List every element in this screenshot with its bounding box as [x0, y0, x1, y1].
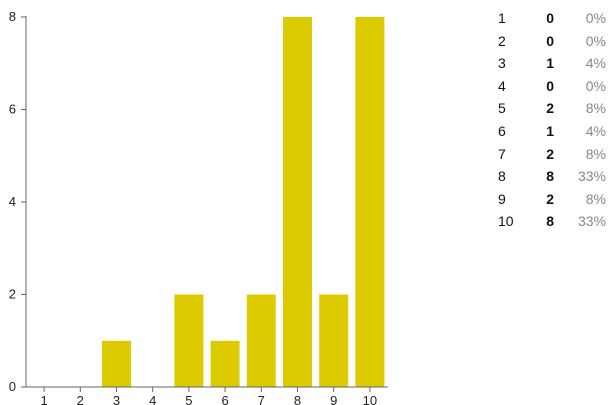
x-tick-label: 8 — [294, 393, 301, 405]
bar — [246, 294, 276, 387]
summary-score: 5 — [498, 100, 506, 117]
y-tick-label: 8 — [9, 9, 16, 24]
summary-count: 0 — [546, 32, 554, 49]
bar — [174, 294, 204, 387]
summary-percent: 8% — [585, 190, 606, 207]
summary-percent: 33% — [577, 213, 606, 230]
x-tick-label: 7 — [258, 393, 265, 405]
summary-percent: 33% — [577, 168, 606, 185]
summary-percent: 4% — [585, 55, 606, 72]
x-tick-label: 1 — [40, 393, 47, 405]
x-tick-label: 4 — [149, 393, 156, 405]
summary-percent: 0% — [585, 32, 606, 49]
summary-percent: 4% — [585, 122, 606, 139]
x-tick-label: 3 — [113, 393, 120, 405]
summary-percent: 0% — [585, 10, 606, 26]
summary-count: 0 — [546, 77, 554, 94]
summary-count: 1 — [546, 122, 554, 139]
y-tick-label: 2 — [9, 287, 16, 302]
bar — [319, 294, 349, 387]
summary-count: 2 — [546, 190, 554, 207]
summary-count: 0 — [546, 10, 554, 26]
summary-score: 7 — [498, 145, 506, 162]
summary-count: 2 — [546, 145, 554, 162]
bar — [283, 17, 312, 387]
y-tick-label: 6 — [9, 102, 16, 117]
summary-score: 10 — [498, 213, 514, 230]
summary-count: 2 — [546, 100, 554, 117]
y-tick-label: 0 — [9, 379, 16, 394]
summary-score: 3 — [498, 55, 506, 72]
summary-score: 1 — [498, 10, 506, 26]
summary-percent: 8% — [585, 100, 606, 117]
summary-percent: 0% — [585, 77, 606, 94]
x-tick-label: 10 — [363, 393, 377, 405]
y-tick-label: 4 — [9, 194, 16, 209]
x-tick-label: 9 — [330, 393, 337, 405]
bar — [355, 17, 385, 387]
summary-count: 1 — [546, 55, 554, 72]
summary-score: 8 — [498, 168, 506, 185]
x-tick-label: 2 — [77, 393, 84, 405]
bar — [102, 340, 131, 388]
summary-percent: 8% — [585, 145, 606, 162]
x-tick-label: 5 — [185, 393, 192, 405]
x-tick-label: 6 — [221, 393, 228, 405]
summary-score: 2 — [498, 32, 506, 49]
summary-count: 8 — [546, 213, 554, 230]
summary-score: 6 — [498, 122, 506, 139]
bar — [210, 340, 240, 388]
summary-score: 4 — [498, 77, 506, 94]
summary-count: 8 — [546, 168, 554, 185]
summary-score: 9 — [498, 190, 506, 207]
